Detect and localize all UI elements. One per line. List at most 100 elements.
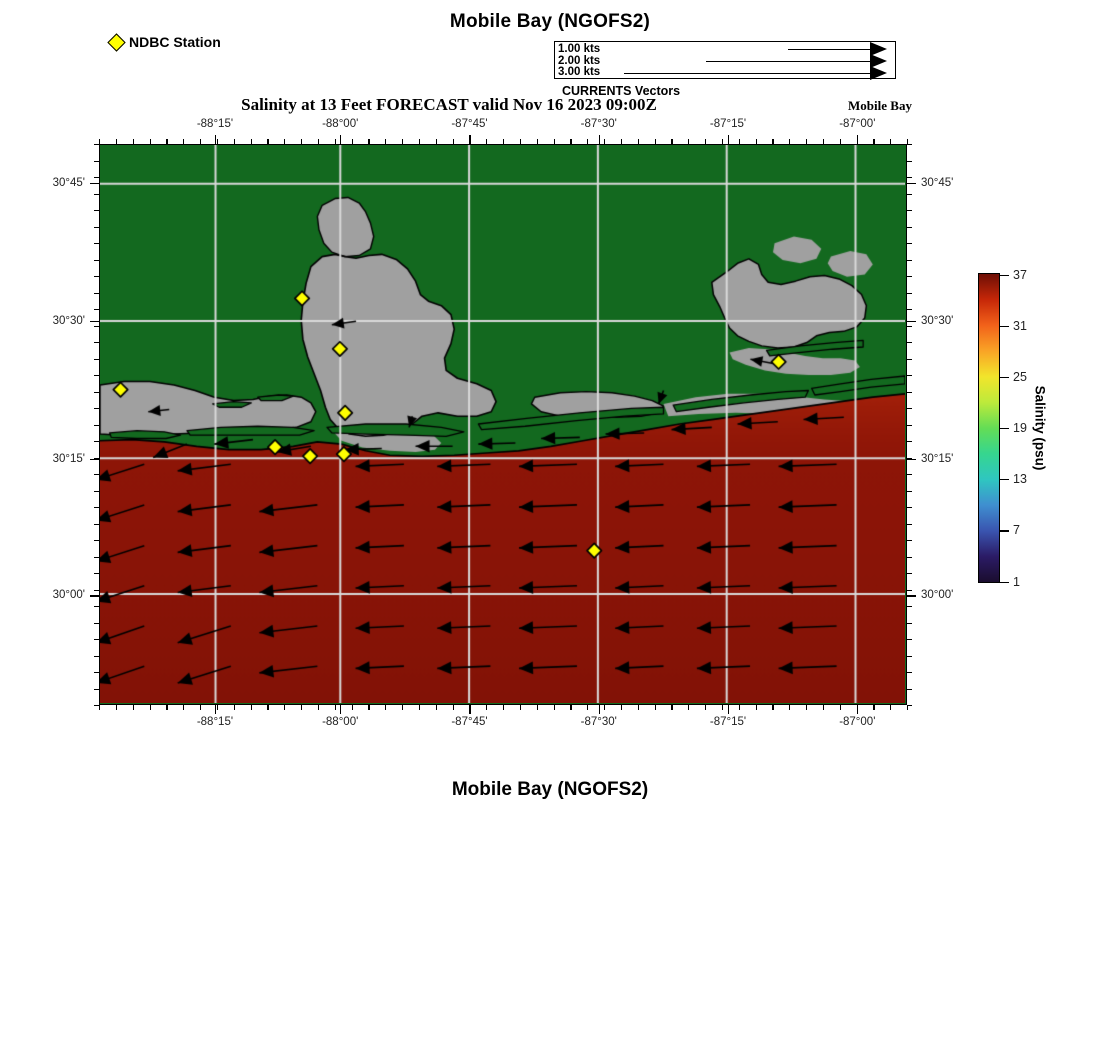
x-minor-tick bbox=[738, 705, 740, 710]
x-axis-label: -87°45' bbox=[451, 716, 488, 728]
y-minor-tick bbox=[94, 259, 99, 261]
colorbar-tick-label: 31 bbox=[1013, 318, 1027, 333]
colorbar-tick-label: 37 bbox=[1013, 267, 1027, 282]
y-minor-tick bbox=[907, 325, 912, 327]
currents-scale-label: 2.00 kts bbox=[558, 54, 601, 67]
x-minor-tick bbox=[99, 705, 101, 710]
y-minor-tick bbox=[94, 474, 99, 476]
x-minor-tick bbox=[873, 705, 875, 710]
x-minor-tick bbox=[738, 139, 740, 144]
x-minor-tick bbox=[301, 705, 303, 710]
y-minor-tick bbox=[94, 606, 99, 608]
y-minor-tick bbox=[94, 358, 99, 360]
x-minor-tick bbox=[907, 139, 909, 144]
y-axis-label: 30°45' bbox=[52, 176, 85, 189]
y-minor-tick bbox=[907, 705, 912, 707]
x-minor-tick bbox=[503, 139, 505, 144]
y-minor-tick bbox=[907, 177, 912, 179]
colorbar-gradient bbox=[978, 273, 1000, 583]
x-minor-tick bbox=[721, 705, 724, 710]
x-minor-tick bbox=[637, 139, 639, 144]
currents-scale-row: 2.00 kts bbox=[558, 55, 600, 67]
y-minor-tick bbox=[907, 259, 912, 261]
y-minor-tick bbox=[94, 375, 99, 377]
x-major-tick bbox=[214, 135, 217, 144]
x-minor-tick bbox=[149, 139, 151, 144]
y-minor-tick bbox=[907, 309, 912, 311]
colorbar-tick bbox=[1000, 479, 1009, 481]
y-minor-tick bbox=[94, 226, 99, 228]
y-minor-tick bbox=[907, 573, 912, 575]
y-minor-tick bbox=[94, 705, 99, 707]
y-minor-tick bbox=[907, 672, 912, 674]
y-minor-tick bbox=[907, 210, 912, 212]
x-minor-tick bbox=[604, 139, 606, 144]
y-minor-tick bbox=[94, 243, 99, 245]
currents-scale-line bbox=[706, 60, 870, 62]
station-diamond-icon bbox=[107, 32, 126, 52]
y-minor-tick bbox=[907, 193, 912, 195]
map-plot-area[interactable] bbox=[99, 144, 907, 705]
y-minor-tick bbox=[907, 391, 912, 393]
y-minor-tick bbox=[94, 441, 99, 443]
y-minor-tick bbox=[907, 276, 912, 278]
x-minor-tick bbox=[519, 705, 522, 710]
y-minor-tick bbox=[94, 639, 99, 641]
x-minor-tick bbox=[536, 705, 538, 710]
x-minor-tick bbox=[233, 705, 235, 710]
y-minor-tick bbox=[94, 276, 99, 278]
colorbar-tick bbox=[1000, 376, 1009, 379]
bottom-caption: Mobile Bay (NGOFS2) bbox=[451, 779, 649, 800]
currents-scale-arrowhead bbox=[870, 42, 887, 57]
y-major-tick bbox=[90, 595, 99, 597]
colorbar-tick bbox=[1000, 428, 1009, 430]
salinity-field-canvas bbox=[100, 145, 905, 703]
x-minor-tick bbox=[890, 705, 892, 710]
y-minor-tick bbox=[94, 177, 99, 179]
y-axis-label: 30°30' bbox=[921, 314, 954, 327]
x-minor-tick bbox=[402, 705, 404, 710]
y-minor-tick bbox=[94, 424, 99, 426]
x-minor-tick bbox=[822, 139, 825, 144]
currents-scale-arrowhead bbox=[870, 53, 887, 68]
x-minor-tick bbox=[200, 705, 202, 710]
x-minor-tick bbox=[856, 705, 858, 710]
y-axis-label: 30°00' bbox=[921, 589, 954, 602]
currents-scale-row: 3.00 kts bbox=[558, 66, 600, 79]
x-minor-tick bbox=[418, 705, 421, 710]
x-minor-tick bbox=[368, 705, 370, 710]
currents-scale-line bbox=[788, 49, 870, 51]
x-minor-tick bbox=[250, 705, 252, 710]
x-axis-label: -87°15' bbox=[709, 716, 747, 728]
y-major-tick bbox=[90, 459, 99, 461]
region-label: Mobile Bay bbox=[848, 98, 912, 113]
x-minor-tick bbox=[587, 705, 589, 710]
x-minor-tick bbox=[267, 705, 269, 710]
x-minor-tick bbox=[183, 705, 185, 710]
y-minor-tick bbox=[94, 193, 99, 195]
x-major-tick bbox=[214, 705, 217, 714]
x-minor-tick bbox=[721, 139, 724, 144]
y-minor-tick bbox=[94, 523, 99, 525]
x-minor-tick bbox=[233, 139, 235, 144]
x-minor-tick bbox=[620, 139, 623, 144]
x-axis-label: -87°30' bbox=[580, 716, 617, 728]
y-minor-tick bbox=[907, 226, 912, 228]
y-minor-tick bbox=[907, 606, 912, 608]
y-minor-tick bbox=[94, 292, 99, 294]
x-axis-label: -88°15' bbox=[196, 118, 234, 130]
y-minor-tick bbox=[907, 490, 912, 492]
x-major-tick bbox=[598, 705, 600, 714]
x-minor-tick bbox=[132, 705, 134, 710]
x-axis-label: -87°00' bbox=[839, 118, 876, 130]
x-minor-tick bbox=[839, 139, 841, 144]
x-axis-label: -87°30' bbox=[580, 118, 617, 130]
y-minor-tick bbox=[94, 457, 99, 459]
y-major-tick bbox=[90, 182, 99, 185]
x-minor-tick bbox=[216, 705, 219, 710]
x-minor-tick bbox=[166, 705, 168, 710]
x-minor-tick bbox=[873, 139, 875, 144]
x-minor-tick bbox=[519, 139, 522, 144]
y-major-tick bbox=[907, 459, 916, 461]
x-major-tick bbox=[728, 705, 730, 714]
